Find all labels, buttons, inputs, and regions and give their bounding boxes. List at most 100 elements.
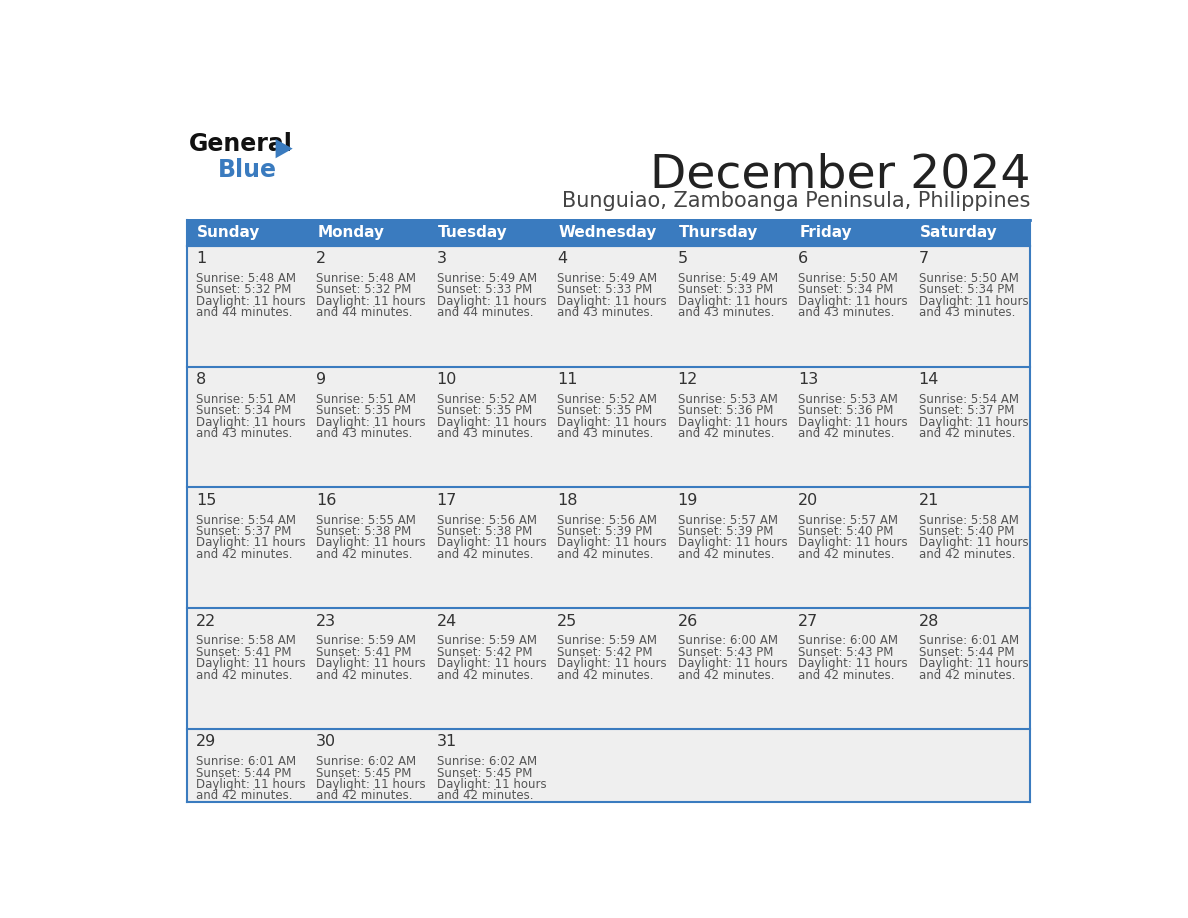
Text: 11: 11	[557, 372, 577, 386]
Bar	[669, 366, 790, 487]
Text: and 42 minutes.: and 42 minutes.	[196, 548, 292, 561]
Text: and 43 minutes.: and 43 minutes.	[918, 306, 1015, 319]
Text: Sunrise: 5:51 AM: Sunrise: 5:51 AM	[196, 393, 296, 406]
Text: Blue: Blue	[219, 158, 277, 182]
Text: Sunrise: 5:50 AM: Sunrise: 5:50 AM	[798, 272, 898, 285]
Text: and 42 minutes.: and 42 minutes.	[196, 789, 292, 802]
Bar	[790, 219, 910, 246]
Text: and 44 minutes.: and 44 minutes.	[196, 306, 292, 319]
Text: Daylight: 11 hours: Daylight: 11 hours	[918, 536, 1028, 549]
Text: Sunrise: 5:58 AM: Sunrise: 5:58 AM	[918, 513, 1018, 527]
Text: Daylight: 11 hours: Daylight: 11 hours	[677, 657, 788, 670]
Text: 5: 5	[677, 251, 688, 266]
Text: 31: 31	[437, 734, 457, 749]
Text: Sunset: 5:45 PM: Sunset: 5:45 PM	[316, 767, 411, 779]
Bar	[549, 609, 669, 729]
Text: and 42 minutes.: and 42 minutes.	[677, 427, 775, 440]
Bar	[669, 487, 790, 609]
Text: 6: 6	[798, 251, 808, 266]
Text: and 43 minutes.: and 43 minutes.	[196, 427, 292, 440]
Text: Sunset: 5:38 PM: Sunset: 5:38 PM	[437, 525, 532, 538]
Text: General: General	[189, 131, 292, 156]
Text: Sunrise: 5:57 AM: Sunrise: 5:57 AM	[798, 513, 898, 527]
Text: and 42 minutes.: and 42 minutes.	[918, 668, 1015, 682]
Text: Sunrise: 5:49 AM: Sunrise: 5:49 AM	[437, 272, 537, 285]
Text: Sunrise: 6:01 AM: Sunrise: 6:01 AM	[196, 756, 296, 768]
Bar	[549, 219, 669, 246]
Text: Sunset: 5:39 PM: Sunset: 5:39 PM	[677, 525, 773, 538]
Text: 18: 18	[557, 493, 577, 508]
Text: and 42 minutes.: and 42 minutes.	[196, 668, 292, 682]
Text: Sunset: 5:45 PM: Sunset: 5:45 PM	[437, 767, 532, 779]
Text: Daylight: 11 hours: Daylight: 11 hours	[918, 416, 1028, 429]
Text: 30: 30	[316, 734, 336, 749]
Text: and 43 minutes.: and 43 minutes.	[677, 306, 773, 319]
Text: Daylight: 11 hours: Daylight: 11 hours	[798, 295, 908, 308]
Text: Sunset: 5:32 PM: Sunset: 5:32 PM	[316, 284, 411, 297]
Text: Sunrise: 6:01 AM: Sunrise: 6:01 AM	[918, 634, 1018, 647]
Text: Sunset: 5:41 PM: Sunset: 5:41 PM	[196, 646, 291, 659]
Text: Sunset: 5:43 PM: Sunset: 5:43 PM	[798, 646, 893, 659]
Bar	[669, 729, 790, 801]
Text: Sunset: 5:43 PM: Sunset: 5:43 PM	[677, 646, 773, 659]
Text: Sunrise: 5:58 AM: Sunrise: 5:58 AM	[196, 634, 296, 647]
Text: Sunrise: 6:02 AM: Sunrise: 6:02 AM	[316, 756, 416, 768]
Text: Bunguiao, Zamboanga Peninsula, Philippines: Bunguiao, Zamboanga Peninsula, Philippin…	[562, 191, 1030, 211]
Text: and 42 minutes.: and 42 minutes.	[677, 548, 775, 561]
Text: Sunrise: 6:02 AM: Sunrise: 6:02 AM	[437, 756, 537, 768]
Bar	[188, 219, 308, 246]
Text: Daylight: 11 hours: Daylight: 11 hours	[557, 657, 666, 670]
Text: Daylight: 11 hours: Daylight: 11 hours	[437, 416, 546, 429]
Text: 13: 13	[798, 372, 819, 386]
Text: Sunset: 5:36 PM: Sunset: 5:36 PM	[677, 404, 773, 417]
Bar	[428, 366, 549, 487]
Bar	[308, 487, 428, 609]
Text: Sunrise: 5:53 AM: Sunrise: 5:53 AM	[798, 393, 898, 406]
Text: Sunrise: 5:54 AM: Sunrise: 5:54 AM	[918, 393, 1018, 406]
Text: Sunrise: 5:57 AM: Sunrise: 5:57 AM	[677, 513, 778, 527]
Bar	[188, 729, 308, 801]
Text: and 43 minutes.: and 43 minutes.	[437, 427, 533, 440]
Text: Daylight: 11 hours: Daylight: 11 hours	[557, 416, 666, 429]
Text: and 42 minutes.: and 42 minutes.	[798, 548, 895, 561]
Polygon shape	[276, 139, 292, 158]
Text: Tuesday: Tuesday	[438, 225, 508, 241]
Text: 12: 12	[677, 372, 699, 386]
Text: Sunrise: 5:55 AM: Sunrise: 5:55 AM	[316, 513, 416, 527]
Text: and 44 minutes.: and 44 minutes.	[316, 306, 412, 319]
Text: Sunset: 5:37 PM: Sunset: 5:37 PM	[196, 525, 291, 538]
Text: Sunset: 5:37 PM: Sunset: 5:37 PM	[918, 404, 1013, 417]
Text: Sunset: 5:34 PM: Sunset: 5:34 PM	[196, 404, 291, 417]
Text: 16: 16	[316, 493, 336, 508]
Text: 22: 22	[196, 613, 216, 629]
Bar	[910, 609, 1030, 729]
Bar	[428, 487, 549, 609]
Text: Sunrise: 5:59 AM: Sunrise: 5:59 AM	[557, 634, 657, 647]
Text: 3: 3	[437, 251, 447, 266]
Text: Daylight: 11 hours: Daylight: 11 hours	[798, 416, 908, 429]
Text: Sunrise: 5:51 AM: Sunrise: 5:51 AM	[316, 393, 416, 406]
Text: Sunset: 5:41 PM: Sunset: 5:41 PM	[316, 646, 412, 659]
Text: 26: 26	[677, 613, 697, 629]
Text: Sunrise: 5:59 AM: Sunrise: 5:59 AM	[316, 634, 416, 647]
Text: Saturday: Saturday	[920, 225, 998, 241]
Text: Sunrise: 5:52 AM: Sunrise: 5:52 AM	[437, 393, 537, 406]
Text: Sunset: 5:32 PM: Sunset: 5:32 PM	[196, 284, 291, 297]
Text: Sunrise: 5:56 AM: Sunrise: 5:56 AM	[557, 513, 657, 527]
Text: Sunset: 5:34 PM: Sunset: 5:34 PM	[798, 284, 893, 297]
Text: 28: 28	[918, 613, 939, 629]
Bar	[549, 366, 669, 487]
Text: Daylight: 11 hours: Daylight: 11 hours	[196, 295, 305, 308]
Text: Daylight: 11 hours: Daylight: 11 hours	[196, 778, 305, 791]
Text: Sunrise: 5:56 AM: Sunrise: 5:56 AM	[437, 513, 537, 527]
Text: Sunrise: 5:48 AM: Sunrise: 5:48 AM	[316, 272, 416, 285]
Text: and 43 minutes.: and 43 minutes.	[557, 427, 653, 440]
Text: Sunset: 5:35 PM: Sunset: 5:35 PM	[437, 404, 532, 417]
Bar	[549, 246, 669, 366]
Text: Sunrise: 5:52 AM: Sunrise: 5:52 AM	[557, 393, 657, 406]
Text: Friday: Friday	[800, 225, 852, 241]
Text: Sunset: 5:40 PM: Sunset: 5:40 PM	[918, 525, 1013, 538]
Text: Sunset: 5:35 PM: Sunset: 5:35 PM	[316, 404, 411, 417]
Bar	[428, 219, 549, 246]
Bar	[790, 609, 910, 729]
